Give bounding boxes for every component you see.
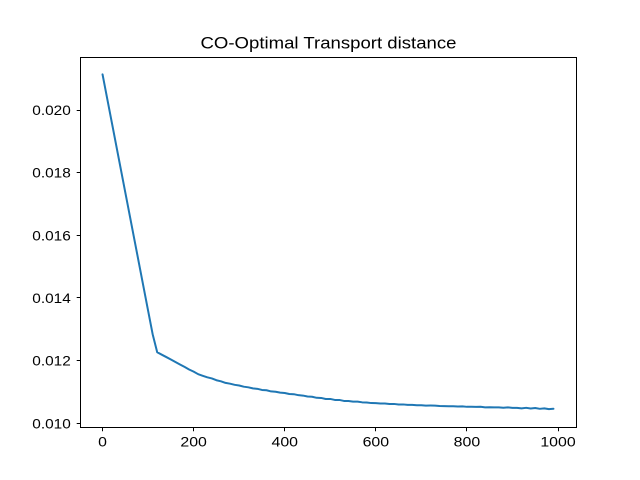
svg-text:800: 800 xyxy=(454,433,481,449)
svg-text:0.018: 0.018 xyxy=(32,165,71,181)
svg-text:0.014: 0.014 xyxy=(32,290,71,306)
svg-text:0.020: 0.020 xyxy=(32,102,71,118)
svg-text:0.012: 0.012 xyxy=(32,353,71,369)
svg-text:600: 600 xyxy=(363,433,390,449)
svg-text:200: 200 xyxy=(180,433,207,449)
svg-text:400: 400 xyxy=(271,433,298,449)
svg-text:0.010: 0.010 xyxy=(32,415,71,431)
svg-text:0.016: 0.016 xyxy=(32,227,71,243)
svg-text:0: 0 xyxy=(98,433,107,449)
svg-text:1000: 1000 xyxy=(540,433,576,449)
svg-text:CO-Optimal Transport distance: CO-Optimal Transport distance xyxy=(201,34,457,53)
